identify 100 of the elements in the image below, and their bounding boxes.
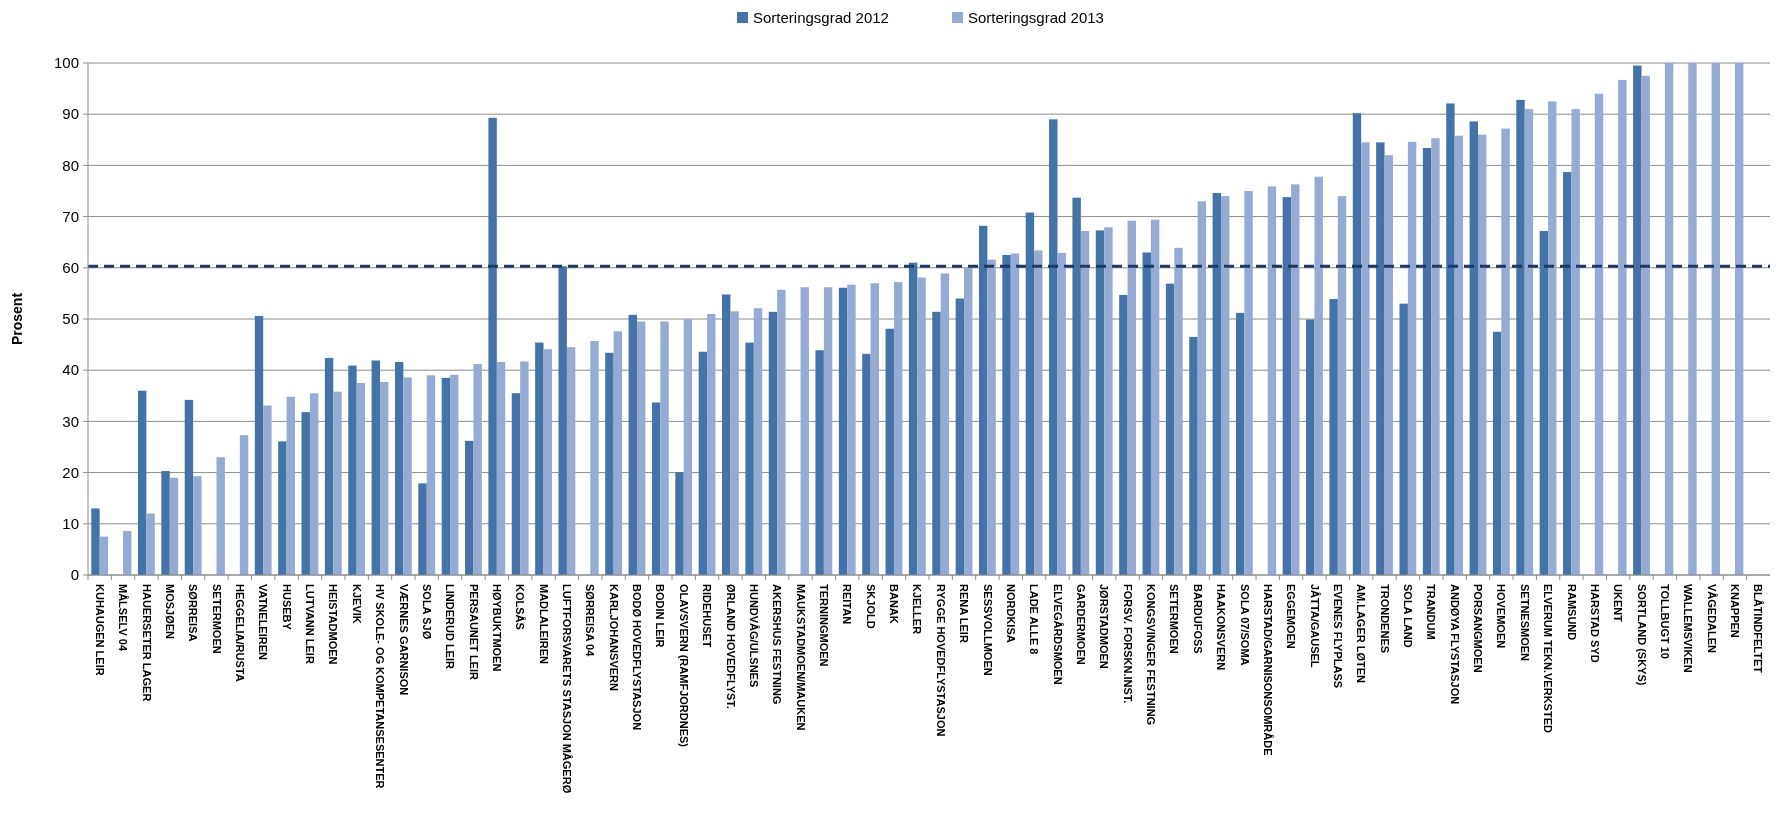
bar [418,483,427,575]
y-tick-label: 10 [62,515,79,533]
x-tick-label: REITAN [841,584,854,625]
bar [403,377,412,575]
y-tick-label: 80 [62,156,79,174]
bar [380,381,389,575]
x-tick-label: BODØ HOVEDFLYSTASJON [631,584,644,731]
bar [978,225,988,575]
x-tick-label: LUFTFORSVARETS STASJON MÅGERØ [561,584,574,794]
x-tick-label: BLÅTINDFELTET [1752,584,1765,674]
bar [1664,63,1674,575]
y-tick-label: 50 [62,310,79,328]
x-tick-label: GARDERMOEN [1075,584,1087,665]
bar [1104,227,1113,575]
x-tick-label: AKERSHUS FESTNING [771,584,784,705]
bar [333,391,342,575]
bar [1469,121,1478,575]
bar [722,294,731,575]
x-tick-label: VATNELEIREN [257,584,270,661]
bar [263,405,272,575]
bar [1407,141,1417,575]
x-tick-label: ELVERUM TEKN.VERKSTED [1542,584,1555,733]
y-tick-label: 100 [53,54,79,72]
bar [1384,155,1393,575]
bar [847,284,856,575]
y-tick-label: 0 [70,566,79,584]
x-tick-label: LADE ALLE 8 [1028,584,1041,655]
bar [496,362,506,575]
x-tick-label: TRONDENES [1378,584,1391,654]
x-tick-label: LINDERUD LEIR [444,584,457,669]
x-tick-label: EVENES FLYPLASS [1331,584,1344,689]
x-tick-label: KOLSÅS [514,584,527,630]
x-tick-label: HOVEMOEN [1495,584,1508,649]
bar [184,399,194,575]
bar [1212,193,1222,575]
y-axis-title: Prosent [9,292,25,346]
bar [1711,63,1721,575]
bar [893,282,903,575]
bar [698,351,708,575]
bar [800,287,809,575]
bar [441,377,451,575]
x-tick-label: VÅGEDALEN [1705,584,1718,654]
x-tick-label: MÅLSELV 04 [117,584,130,652]
bar [473,364,482,575]
bar [955,298,965,575]
x-tick-label: WALLEMSVIKEN [1682,584,1695,673]
bar [286,396,295,575]
bar [651,402,661,575]
bar [543,349,552,575]
x-tick-label: HØYBUKTMOEN [490,584,503,672]
x-tick-label: HEGGELIA/RUSTA [234,584,246,682]
bar [511,393,521,575]
x-tick-label: KONGSVINGER FESTNING [1145,584,1158,726]
x-tick-label: ØRLAND HOVEDFLYST. [724,584,737,709]
bar [1492,331,1502,575]
bar [169,477,179,575]
x-tick-label: SETERMOEN [210,584,223,654]
x-tick-label: SOLA LAND [1402,584,1415,648]
x-tick-label: BARDUFOSS [1191,584,1204,654]
bar [1594,93,1604,575]
bar [1337,196,1347,575]
y-tick-label: 60 [62,259,79,277]
bar [91,508,100,575]
bar [1477,134,1487,575]
bar [348,365,357,575]
bar [1244,191,1253,575]
bar [1025,212,1035,575]
bar [987,259,996,575]
bar [1150,219,1160,575]
x-tick-label: SETERMOEN [1168,584,1181,654]
bar [99,536,109,575]
x-tick-label: TOLLBUGT 10 [1659,584,1672,659]
x-tick-label: SETNESMOEN [1518,584,1531,662]
legend-label: Sorteringsgrad 2012 [753,9,889,27]
x-tick-label: RENA LEIR [958,584,971,643]
bar [1267,186,1277,575]
x-tick-label: MOSJØEN [163,584,176,640]
legend-label: Sorteringsgrad 2013 [968,9,1104,27]
bar [146,513,155,575]
bar [1571,109,1580,575]
bar [324,357,334,575]
bar [161,471,170,575]
x-tick-label: VÆRNES GARNISON [397,584,410,696]
bar [1235,312,1245,575]
bar [777,289,786,575]
x-tick-label: HARSTAD/GARNISONSOMRÅDE [1261,584,1274,756]
y-tick-label: 90 [62,105,79,123]
bar [628,314,637,575]
bar [1127,220,1136,575]
bar [1174,247,1183,575]
bar [1376,142,1385,575]
y-tick-label: 70 [62,207,79,225]
x-tick-label: HV SKOLE- OG KOMPETANSESENTER [374,584,387,789]
bar [1734,63,1744,575]
bar [1563,172,1572,575]
x-tick-label: AM.LAGER LØTEN [1355,584,1368,684]
x-tick-label: SOLA SJØ [420,584,433,640]
x-tick-label: TERNINGMOEN [818,584,831,667]
bar [870,283,880,575]
bar [862,353,871,575]
